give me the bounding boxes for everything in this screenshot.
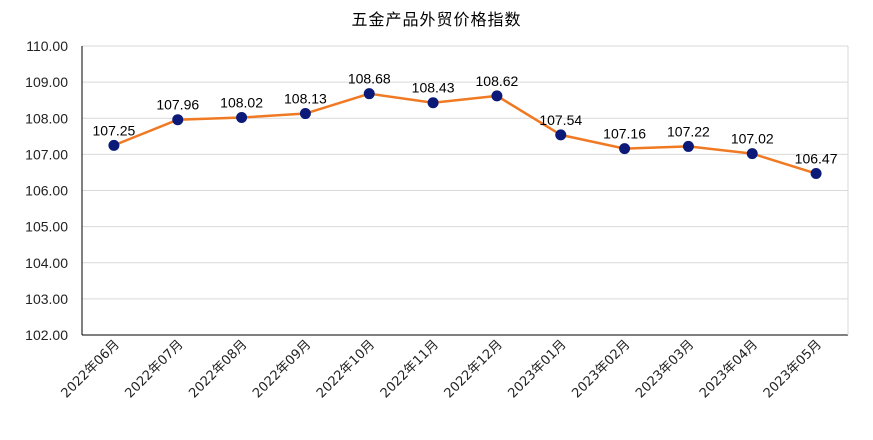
data-label: 107.96 (156, 97, 199, 113)
axes (81, 46, 849, 336)
x-tick-label: 2023年01月 (505, 337, 569, 401)
y-tick-label: 104.00 (25, 255, 68, 271)
y-tick-label: 106.00 (25, 183, 68, 199)
data-point (363, 88, 375, 100)
grid-lines (82, 45, 848, 336)
x-tick-label: 2022年06月 (59, 337, 123, 401)
data-label: 107.54 (539, 112, 582, 128)
series-layer (108, 88, 822, 180)
series-line (113, 92, 817, 175)
x-tick-label: 2022年07月 (122, 337, 186, 401)
y-axis-ticks: 102.00 103.00 104.00 105.00 106.00 107.00 108.… (25, 38, 68, 343)
data-label: 108.13 (284, 91, 327, 107)
data-label: 107.16 (603, 126, 646, 142)
y-tick-label: 102.00 (25, 327, 68, 343)
data-point (810, 168, 822, 180)
x-tick-label: 2023年02月 (569, 337, 633, 401)
data-point (619, 143, 631, 155)
data-point (427, 97, 439, 109)
data-point (491, 90, 503, 102)
data-point (746, 148, 758, 160)
y-tick-label: 109.00 (25, 74, 68, 90)
data-label: 107.02 (731, 131, 774, 147)
x-tick-label: 2022年09月 (250, 337, 314, 401)
data-label: 108.68 (348, 71, 391, 87)
x-tick-label: 2023年04月 (697, 337, 761, 401)
y-tick-label: 103.00 (25, 291, 68, 307)
data-label: 108.02 (220, 95, 263, 111)
x-tick-label: 2022年08月 (186, 337, 250, 401)
data-point (299, 108, 311, 120)
x-tick-label: 2023年03月 (633, 337, 697, 401)
chart-title: 五金产品外贸价格指数 (351, 10, 522, 29)
data-point (108, 139, 120, 151)
x-tick-label: 2023年05月 (761, 337, 825, 401)
y-tick-label: 108.00 (25, 110, 68, 126)
data-point (172, 114, 184, 126)
data-point (555, 129, 567, 141)
y-tick-label: 110.00 (26, 38, 68, 54)
x-tick-label: 2022年11月 (378, 337, 442, 401)
x-axis-ticks: 2022年06月 2022年07月 2022年08月 2022年09月 2022年10月… (59, 337, 825, 401)
data-labels: 107.25 107.96 108.02 108.13 108.68 108.43 108.… (93, 71, 838, 167)
x-tick-label: 2022年12月 (442, 337, 506, 401)
x-tick-label: 2022年10月 (314, 337, 378, 401)
data-label: 107.22 (667, 123, 710, 139)
data-label: 108.43 (412, 80, 455, 96)
data-label: 106.47 (795, 151, 838, 167)
y-tick-label: 105.00 (25, 219, 68, 235)
data-point (236, 112, 248, 124)
data-point (682, 140, 694, 152)
y-tick-label: 107.00 (25, 146, 68, 162)
data-label: 108.62 (476, 73, 519, 89)
data-label: 107.25 (93, 122, 136, 138)
